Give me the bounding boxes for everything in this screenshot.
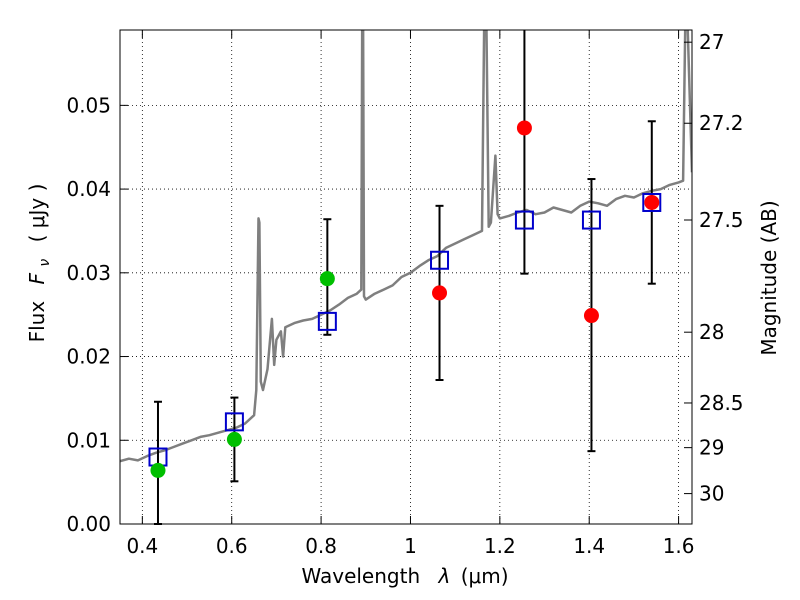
y-axis-label-symbol: F bbox=[25, 272, 49, 284]
y2-axis-label: Magnitude (AB) bbox=[757, 200, 781, 355]
model-point-square bbox=[514, 210, 534, 230]
data-point-circle bbox=[150, 462, 166, 478]
data-points bbox=[148, 120, 662, 478]
y-tick-label: 0.02 bbox=[66, 345, 111, 369]
y2-tick-label: 27.5 bbox=[699, 208, 744, 232]
x-tick-label: 1.4 bbox=[573, 534, 605, 558]
model-point-square bbox=[224, 412, 244, 432]
y2-tick-label: 30 bbox=[699, 482, 724, 506]
model-spectrum bbox=[120, 30, 692, 463]
plot-frame bbox=[119, 29, 693, 525]
y-tick-label: 0.04 bbox=[66, 177, 111, 201]
x-tick-label: 0.4 bbox=[126, 534, 158, 558]
model-point-square bbox=[581, 210, 601, 230]
y-tick-label: 0.00 bbox=[66, 512, 111, 536]
data-point-circle bbox=[432, 285, 448, 301]
axis-ticks: 0.4 0.6 0.8 1 1.2 1.4 1.6 0.00 0.01 0.02 0.03 0.04 0… bbox=[66, 30, 744, 558]
y-tick-label: 0.01 bbox=[66, 428, 111, 452]
y-axis-label: Flux F ν ( μJy ) bbox=[25, 184, 54, 343]
x-axis-label-symbol: λ bbox=[438, 564, 451, 588]
model-point-square bbox=[642, 192, 662, 212]
y-tick-label: 0.05 bbox=[66, 93, 111, 117]
model-point-square bbox=[317, 311, 337, 331]
data-point-circle bbox=[644, 194, 660, 210]
data-point-circle bbox=[516, 120, 532, 136]
spectrum-line bbox=[120, 30, 692, 463]
y-axis-label-unit: ( μJy ) bbox=[25, 184, 49, 243]
y2-tick-label: 28.5 bbox=[699, 391, 744, 415]
y-tick-label: 0.03 bbox=[66, 261, 111, 285]
x-tick-label: 1 bbox=[404, 534, 417, 558]
x-axis-label: Wavelength λ (μm) bbox=[301, 564, 508, 588]
grid-lines bbox=[120, 30, 692, 525]
data-point-circle bbox=[319, 271, 335, 287]
y2-tick-label: 29 bbox=[699, 436, 724, 460]
error-bars bbox=[153, 30, 656, 525]
x-axis-label-text: Wavelength bbox=[301, 564, 420, 588]
y2-tick-label: 27.2 bbox=[699, 111, 744, 135]
x-tick-label: 0.8 bbox=[305, 534, 337, 558]
y-axis-label-text: Flux bbox=[25, 301, 49, 343]
data-point-circle bbox=[226, 431, 242, 447]
x-axis-label-unit: (μm) bbox=[461, 564, 509, 588]
y2-tick-label: 28 bbox=[699, 320, 724, 344]
model-point-square bbox=[430, 250, 450, 270]
x-tick-label: 1.2 bbox=[484, 534, 516, 558]
y2-tick-label: 27 bbox=[699, 30, 724, 54]
y-axis-label-subscript: ν bbox=[37, 259, 53, 267]
x-tick-label: 0.6 bbox=[216, 534, 248, 558]
x-tick-label: 1.6 bbox=[663, 534, 695, 558]
data-point-circle bbox=[583, 308, 599, 324]
